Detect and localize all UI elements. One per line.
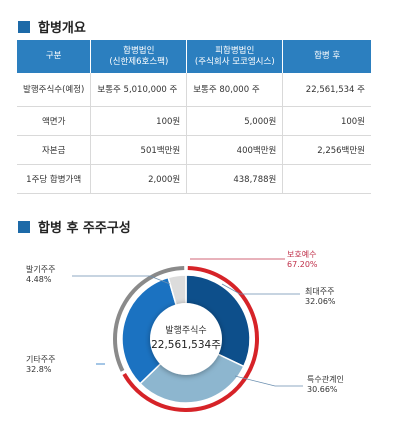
section-title-shareholder-composition: 합병 후 주주구성 xyxy=(18,217,131,236)
header-category: 구분 xyxy=(17,40,92,73)
table-cell: 438,788원 xyxy=(186,164,284,194)
section-title-text: 합병개요 xyxy=(38,21,86,36)
table-cell: 액면가 xyxy=(17,106,92,136)
donut-center-circle xyxy=(150,303,222,375)
table-cell: 발행주식수(예정) xyxy=(17,73,92,107)
header-text: 구분 xyxy=(45,51,62,62)
legend-percent: 32.8% xyxy=(26,365,52,375)
table-cell xyxy=(282,164,371,194)
table-cell: 5,000원 xyxy=(186,106,284,136)
header-text: 합병 후 xyxy=(314,51,341,62)
table-cell: 100원 xyxy=(282,106,371,136)
table-cell: 자본금 xyxy=(17,135,92,165)
table-cell: 400백만원 xyxy=(186,135,284,165)
legend-name: 기타주주 xyxy=(26,355,56,364)
table-cell: 22,561,534 주 xyxy=(282,73,371,107)
header-acquirer: 합병법인 (신한제6호스팩) xyxy=(90,40,188,73)
table-cell: 보통주 5,010,000 주 xyxy=(90,73,188,107)
table-row: 1주당 합병가액 2,000원 438,788원 xyxy=(17,164,371,194)
table-cell: 보통주 80,000 주 xyxy=(186,73,284,107)
header-after-merge: 합병 후 xyxy=(282,40,371,73)
legend-largest-shareholder: 최대주주 32.06% xyxy=(305,287,336,308)
table-cell: 2,256백만원 xyxy=(282,135,371,165)
table-row: 발행주식수(예정) 보통주 5,010,000 주 보통주 80,000 주 2… xyxy=(17,73,371,107)
legend-name: 최대주주 xyxy=(305,287,335,296)
table-cell: 100원 xyxy=(90,106,188,136)
legend-percent: 32.06% xyxy=(305,297,336,307)
ring-not-locked xyxy=(113,266,185,372)
title-marker xyxy=(18,20,30,33)
legend-other-shareholders: 기타주주 32.8% xyxy=(26,355,55,376)
table-row: 액면가 100원 5,000원 100원 xyxy=(17,106,371,136)
section-title-text: 합병 후 주주구성 xyxy=(38,221,131,236)
table-cell: 501백만원 xyxy=(90,135,188,165)
table-header-row: 구분 합병법인 (신한제6호스팩) 피합병법인 (주식회사 모코엠시스) 합병 … xyxy=(17,40,371,73)
leader-founding-shareholders xyxy=(72,275,171,285)
table-cell: 2,000원 xyxy=(90,164,188,194)
legend-founding-shareholders: 발기주주 4.48% xyxy=(26,265,55,286)
table-cell: 1주당 합병가액 xyxy=(17,164,92,194)
center-value: 22,561,534주 xyxy=(151,339,221,351)
legend-percent: 4.48% xyxy=(26,275,52,285)
table-row: 자본금 501백만원 400백만원 2,256백만원 xyxy=(17,135,371,165)
legend-related-parties: 특수관계인 30.66% xyxy=(307,375,344,396)
center-label: 발행주식수 xyxy=(165,324,206,336)
leader-related-parties xyxy=(234,375,303,387)
title-marker xyxy=(18,220,30,233)
legend-percent: 30.66% xyxy=(307,385,338,395)
merge-overview-table: 구분 합병법인 (신한제6호스팩) 피합병법인 (주식회사 모코엠시스) 합병 … xyxy=(17,40,371,194)
section-title-merge-overview: 합병개요 xyxy=(18,17,86,36)
legend-name: 보호예수 xyxy=(287,250,317,259)
legend-percent: 67.20% xyxy=(287,260,318,270)
ring-lock-up xyxy=(122,266,259,412)
header-text: 합병법인 (신한제6호스팩) xyxy=(109,45,169,67)
legend-lock-up: 보호예수 67.20% xyxy=(287,250,318,271)
legend-name: 특수관계인 xyxy=(307,375,344,384)
header-text: 피합병법인 (주식회사 모코엠시스) xyxy=(194,45,275,67)
shareholder-donut-chart: 발행주식수 22,561,534주 xyxy=(72,258,303,412)
leader-largest-shareholder xyxy=(221,283,300,295)
legend-name: 발기주주 xyxy=(26,265,56,274)
header-target: 피합병법인 (주식회사 모코엠시스) xyxy=(186,40,284,73)
